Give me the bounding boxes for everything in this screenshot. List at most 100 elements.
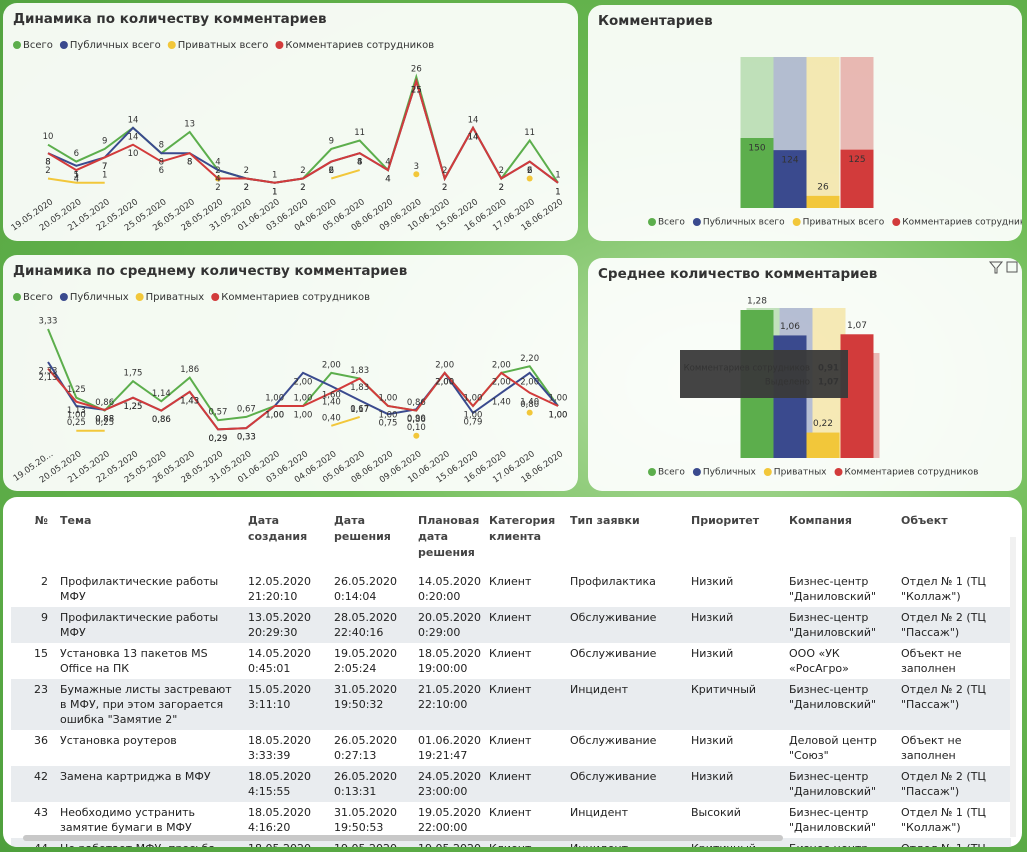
table-cell: 26.05.2020 0:13:31 (330, 766, 414, 802)
legend-label: Публичных (70, 292, 129, 303)
table-cell: 18.05.2020 4:16:20 (248, 806, 311, 834)
table-body: 2 Профилактические работы МФУ 12.05.2020 2… (11, 571, 1011, 847)
data-label: 0,86 (407, 415, 426, 425)
table-cell: Обслуживание (566, 607, 687, 643)
data-label: 4 (74, 175, 79, 185)
scrollbar[interactable] (23, 835, 783, 841)
data-label: 6 (159, 166, 164, 176)
table-cell: Отдел № 1 (ТЦ "Коллаж") (901, 806, 986, 834)
data-label: 0,67 (350, 404, 369, 414)
data-label: 1,00 (265, 410, 284, 420)
table-cell: Отдел № 2 (ТЦ "Пассаж") (897, 607, 1011, 643)
data-label: 26 (411, 65, 422, 75)
data-label: 1,83 (350, 383, 369, 393)
data-label: 1,40 (520, 397, 539, 407)
legend-label: Приватных (146, 292, 205, 303)
data-label: 1,00 (549, 410, 568, 420)
data-label: 25 (411, 86, 422, 96)
bar (740, 138, 774, 208)
table-cell: Критичный (687, 838, 785, 847)
data-label: 2 (499, 183, 504, 193)
table-cell: Низкий (687, 766, 785, 802)
data-label: 14 (128, 115, 139, 125)
data-label: 3 (414, 162, 419, 172)
data-label: 8 (187, 158, 192, 168)
data-label: 2 (442, 183, 447, 193)
data-label: 6 (329, 166, 334, 176)
data-label: 0,90 (407, 414, 426, 424)
table-cell: 13.05.2020 20:29:30 (244, 607, 330, 643)
line-chart: Динамика по среднему количеству коммента… (12, 263, 568, 485)
data-label: 8 (357, 158, 362, 168)
data-label: 0,67 (237, 404, 256, 414)
data-label: 0,86 (152, 415, 171, 425)
legend-label: Приватных всего (803, 218, 885, 228)
table-cell: Необходимо устранить замятие бумаги в МФ… (60, 806, 195, 834)
bar (840, 149, 874, 208)
table-cell: Обслуживание (566, 766, 687, 802)
data-label: 14 (468, 132, 479, 142)
point (413, 432, 420, 439)
data-label: 0,79 (464, 417, 483, 427)
table-cell: 21.05.2020 22:10:00 (414, 679, 485, 730)
point (526, 175, 533, 182)
column-header: Тип заявки (570, 514, 640, 527)
data-label: 1,07 (847, 321, 867, 331)
table-cell: 19.05.2020 (414, 838, 485, 847)
table-cell: 19.05.2020 2:05:24 (334, 647, 397, 675)
table-cell: Объект не заполнен (901, 734, 962, 762)
legend-marker (59, 293, 68, 301)
data-label: 14 (468, 132, 479, 142)
data-label: 2,00 (322, 360, 341, 370)
table-cell: Клиент (485, 607, 566, 643)
data-label: 0,40 (322, 413, 341, 423)
data-label: 25 (411, 86, 422, 96)
column-header: Компания (789, 514, 852, 527)
data-label: 4 (385, 175, 390, 185)
data-label: 2,00 (520, 377, 539, 387)
table-cell: Клиент (489, 575, 532, 588)
legend-marker (648, 468, 656, 476)
panel: Динамика по количеству комментариев Всего… (3, 3, 578, 241)
line-chart: Динамика по количеству комментариев Всего… (10, 11, 566, 233)
bar-chart: Комментариев 150 124 26 125 Всего Публичных вс… (598, 13, 1022, 228)
table-cell: 28.05.2020 22:40:16 (330, 607, 414, 643)
table-cell: 31.05.2020 19:50:53 (334, 806, 397, 834)
table-cell: Клиент (485, 766, 566, 802)
data-label: 1,00 (549, 410, 568, 420)
data-label: 2 (244, 166, 249, 176)
legend-marker (792, 218, 801, 226)
scrollbar[interactable] (1010, 537, 1016, 837)
table-row: 44Не работает МФУ, просьба18.05.202019.0… (11, 838, 1011, 847)
table-cell: 26.05.2020 0:14:04 (334, 575, 397, 603)
table-cell: 31.05.2020 19:50:32 (330, 679, 414, 730)
data-label: 0,10 (407, 423, 426, 433)
data-label: 2 (442, 166, 447, 176)
data-label: 7 (102, 162, 107, 172)
table-cell: Отдел № 2 (ТЦ "Пассаж") (897, 766, 1011, 802)
table-cell: 2 (41, 575, 48, 588)
table-cell: Обслуживание (570, 647, 657, 660)
data-label: 1,25 (67, 385, 86, 395)
data-label: 1,00 (265, 393, 284, 403)
data-label: 1,06 (780, 322, 800, 332)
table-cell: Обслуживание (570, 734, 657, 747)
table-cell: 12.05.2020 21:20:10 (248, 575, 311, 603)
data-label: 1,75 (124, 369, 143, 379)
data-label: 1,86 (180, 365, 199, 375)
expand-icon (1006, 261, 1018, 273)
tooltip-value: 1,07 (818, 378, 839, 388)
bar-chart: Среднее количество комментариев 1,28 1,06 0… (598, 261, 1018, 478)
table-row: 9 Профилактические работы МФУ 13.05.2020 2… (11, 607, 1011, 643)
data-label: 13 (184, 120, 195, 130)
data-label: 150 (748, 144, 765, 154)
data-label: 11 (524, 128, 535, 138)
data-label: 1 (272, 170, 277, 180)
table-cell: Отдел № 2 (ТЦ "Пассаж") (897, 679, 1011, 730)
table-cell: Не работает МФУ, просьба (56, 838, 244, 847)
table-cell: Клиент (489, 734, 532, 747)
legend-label: Всего (23, 40, 53, 51)
data-label: 4 (385, 158, 390, 168)
table-cell: Замена картриджа в МФУ (56, 766, 244, 802)
table-panel: № Тема Дата создания Дата решения Плановая д… (3, 497, 1022, 847)
